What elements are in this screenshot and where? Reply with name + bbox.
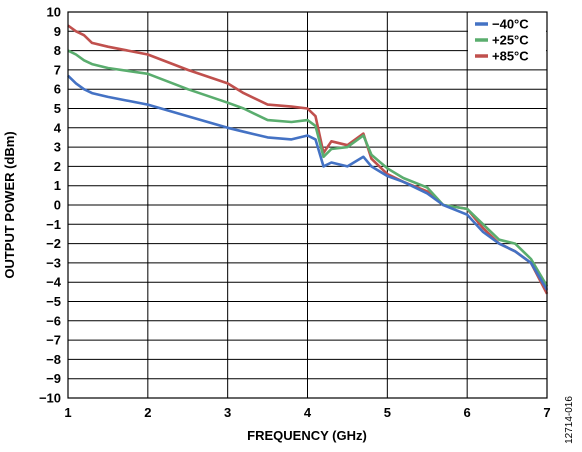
figure-id: 12714-016 — [564, 396, 575, 444]
y-tick-label: 1 — [54, 178, 61, 193]
y-tick-label: 9 — [54, 24, 61, 39]
x-tick-label: 3 — [224, 405, 231, 420]
y-tick-label: 8 — [54, 43, 61, 58]
x-tick-label: 5 — [384, 405, 391, 420]
x-tick-label: 4 — [304, 405, 312, 420]
series-line — [67, 24, 549, 295]
y-tick-label: −1 — [46, 217, 61, 232]
y-tick-label: −7 — [46, 333, 61, 348]
y-tick-label: −10 — [39, 391, 61, 406]
x-tick-label: 7 — [543, 405, 550, 420]
x-tick-label: 1 — [64, 405, 71, 420]
x-tick-labels: 1 2 3 4 5 6 7 — [64, 405, 550, 420]
y-tick-label: −5 — [46, 294, 61, 309]
plot-frame — [67, 11, 548, 399]
y-tick-label: −4 — [46, 275, 62, 290]
y-tick-label: 4 — [54, 120, 62, 135]
legend-label: +25°C — [492, 33, 529, 48]
legend-label: +85°C — [492, 49, 529, 64]
x-axis-title: FREQUENCY (GHz) — [247, 428, 367, 443]
series-group — [67, 24, 549, 295]
y-axis-title: OUTPUT POWER (dBm) — [2, 131, 17, 278]
y-tick-label: −3 — [46, 255, 61, 270]
y-tick-label: 3 — [54, 140, 61, 155]
y-tick-label: 5 — [54, 101, 61, 116]
series-line — [67, 74, 549, 291]
y-tick-label: −9 — [46, 371, 61, 386]
y-tick-label: 0 — [54, 198, 61, 213]
x-tick-label: 6 — [464, 405, 471, 420]
y-tick-label: −8 — [46, 352, 61, 367]
y-tick-label: −2 — [46, 236, 61, 251]
x-tick-label: 2 — [144, 405, 151, 420]
y-tick-label: 2 — [54, 159, 61, 174]
legend-label: −40°C — [492, 17, 529, 32]
grid-lines — [67, 11, 548, 399]
legend: −40°C+25°C+85°C — [468, 14, 546, 69]
y-tick-label: 6 — [54, 82, 61, 97]
y-tick-label: 10 — [47, 5, 61, 20]
y-tick-label: 7 — [54, 62, 61, 77]
y-tick-label: −6 — [46, 313, 61, 328]
series-line — [67, 49, 549, 287]
